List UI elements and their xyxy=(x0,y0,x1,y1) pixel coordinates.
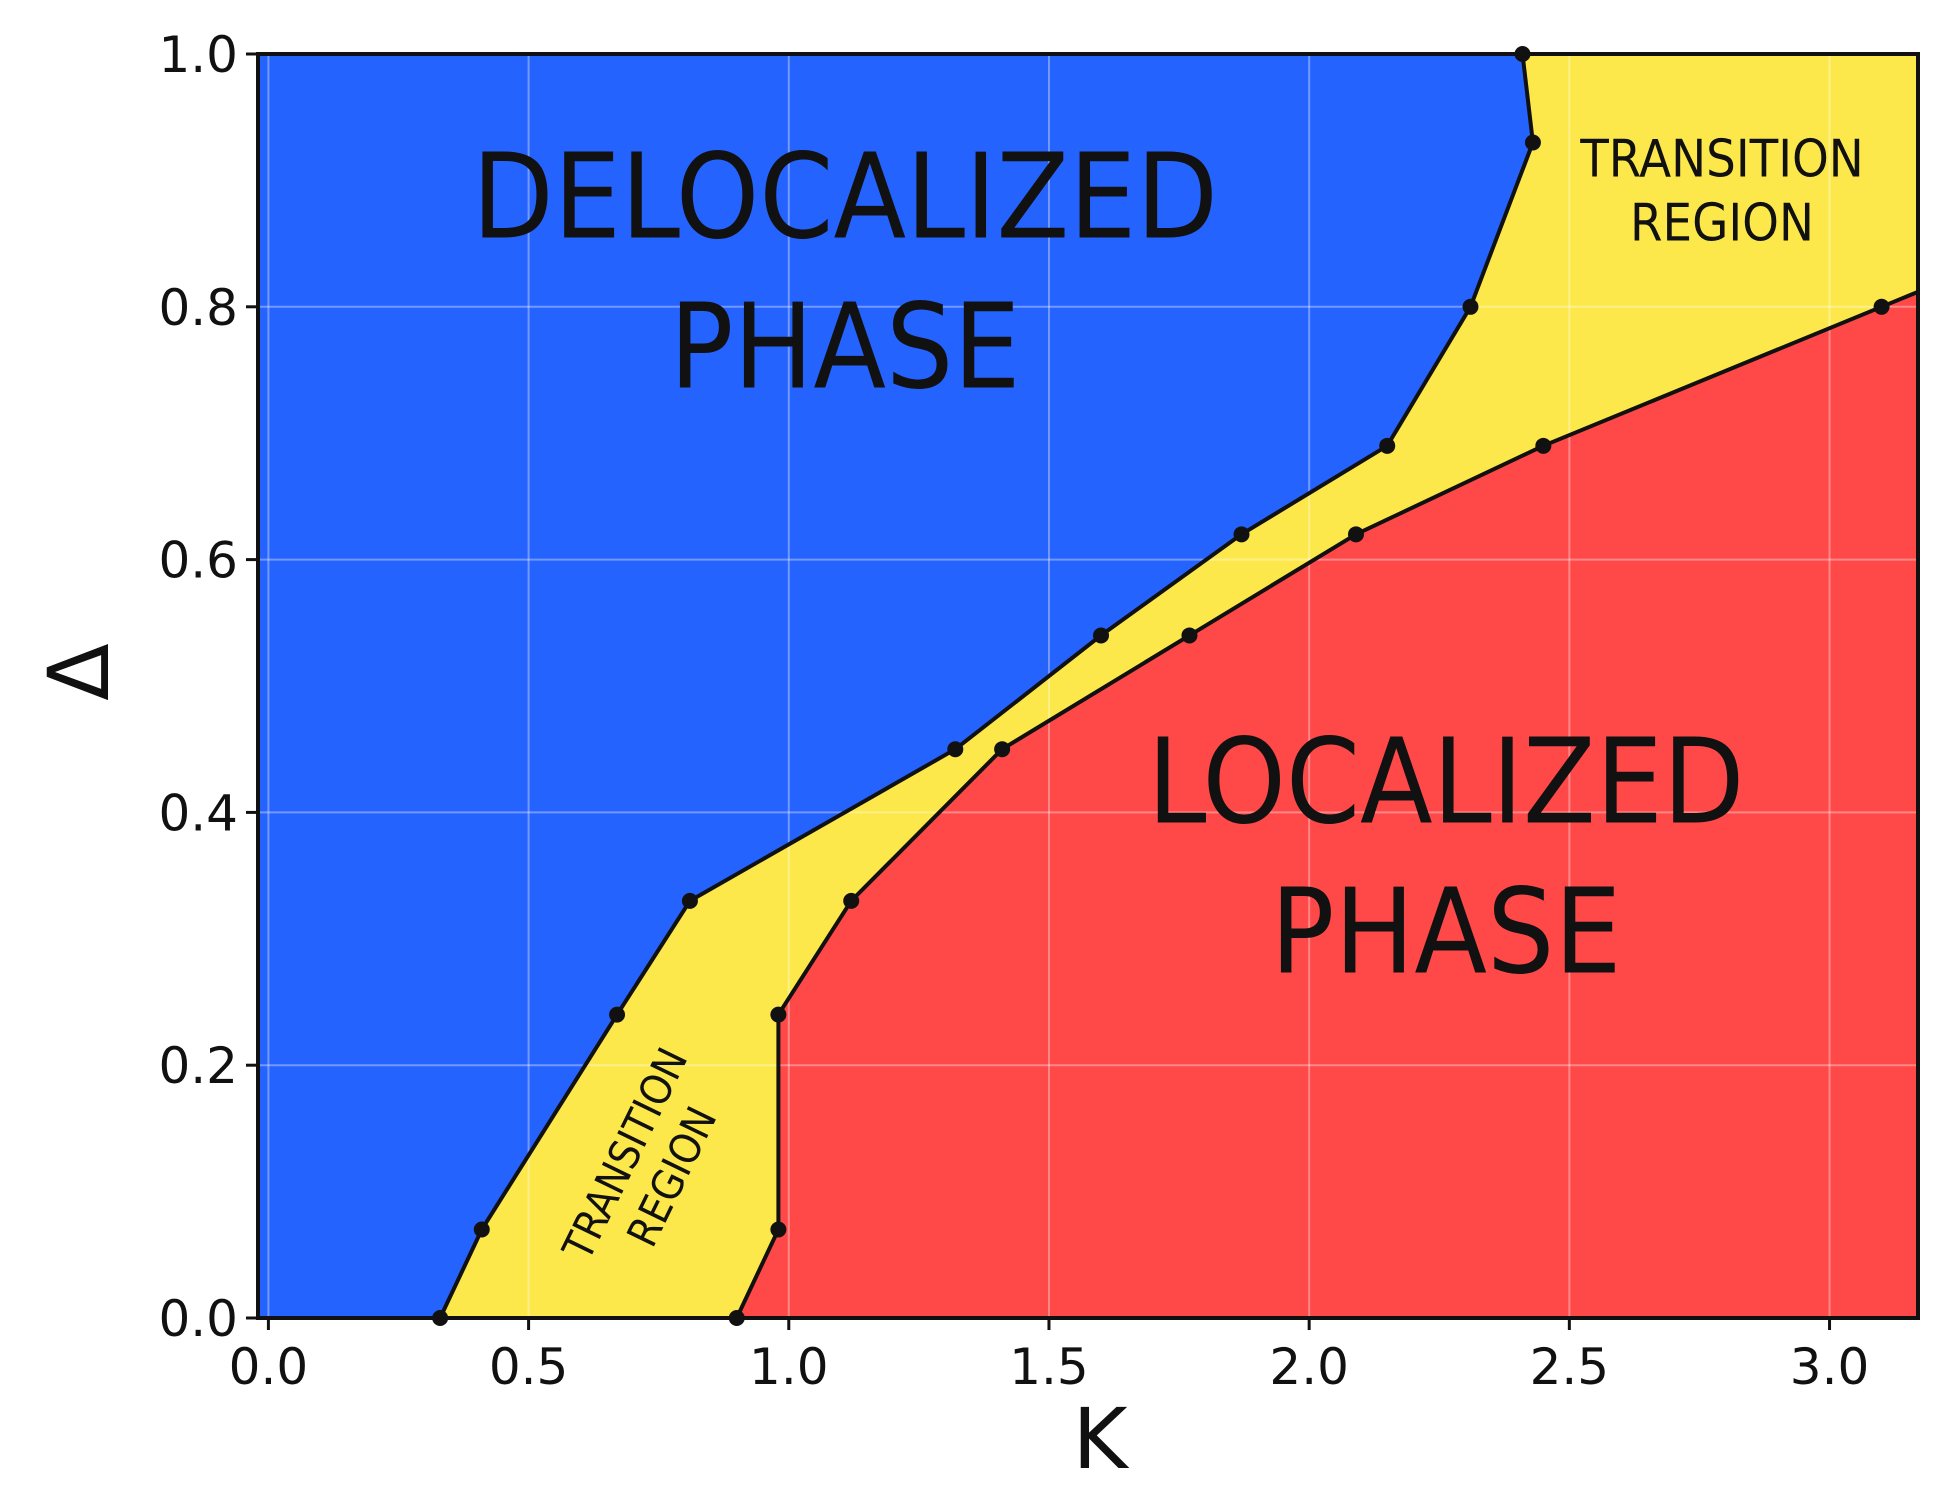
y-tick-label: 0.0 xyxy=(158,1290,238,1348)
boundary-point xyxy=(1379,437,1396,454)
y-tick-label: 0.2 xyxy=(158,1037,238,1095)
x-tick-label: 1.0 xyxy=(749,1338,829,1396)
y-tick-label: 0.8 xyxy=(158,279,238,337)
boundary-point xyxy=(1873,298,1890,315)
boundary-point xyxy=(609,1006,626,1023)
y-tick-label: 0.6 xyxy=(158,532,238,590)
y-axis-label: Δ xyxy=(30,643,128,700)
boundary-point xyxy=(1181,627,1198,644)
region-label-line: TRANSITION xyxy=(1579,130,1864,190)
boundary-point xyxy=(1347,526,1364,543)
x-tick-label: 3.0 xyxy=(1790,1338,1870,1396)
region-label-line: REGION xyxy=(1630,194,1814,254)
y-tick-label: 1.0 xyxy=(158,26,238,84)
delocalized-region-area xyxy=(258,54,1533,1318)
boundary-point xyxy=(843,892,860,909)
x-tick-label: 0.5 xyxy=(489,1338,569,1396)
x-tick-label: 2.0 xyxy=(1269,1338,1349,1396)
boundary-point xyxy=(1535,437,1552,454)
boundary-point xyxy=(770,1006,787,1023)
boundary-point xyxy=(947,741,964,758)
boundary-point xyxy=(1524,134,1541,151)
boundary-point xyxy=(681,892,698,909)
region-label-line: PHASE xyxy=(1271,862,1622,1000)
x-tick-label: 2.5 xyxy=(1530,1338,1610,1396)
boundary-point xyxy=(994,741,1011,758)
x-axis-label: K xyxy=(1072,1390,1129,1488)
boundary-point xyxy=(1233,526,1250,543)
boundary-point xyxy=(473,1221,490,1238)
y-tick-label: 0.4 xyxy=(158,784,238,842)
region-label-line: PHASE xyxy=(670,277,1021,415)
localized-region-area xyxy=(736,291,1918,1318)
boundary-point xyxy=(770,1221,787,1238)
x-tick-label: 0.0 xyxy=(229,1338,309,1396)
plot-frame xyxy=(256,52,1920,1320)
region-label-line: DELOCALIZED xyxy=(472,127,1218,265)
x-tick-label: 1.5 xyxy=(1009,1338,1089,1396)
boundary-line-transition-localized xyxy=(734,289,1918,1318)
boundary-point xyxy=(1462,298,1479,315)
boundary-point xyxy=(1093,627,1110,644)
region-label-line: LOCALIZED xyxy=(1147,712,1744,850)
